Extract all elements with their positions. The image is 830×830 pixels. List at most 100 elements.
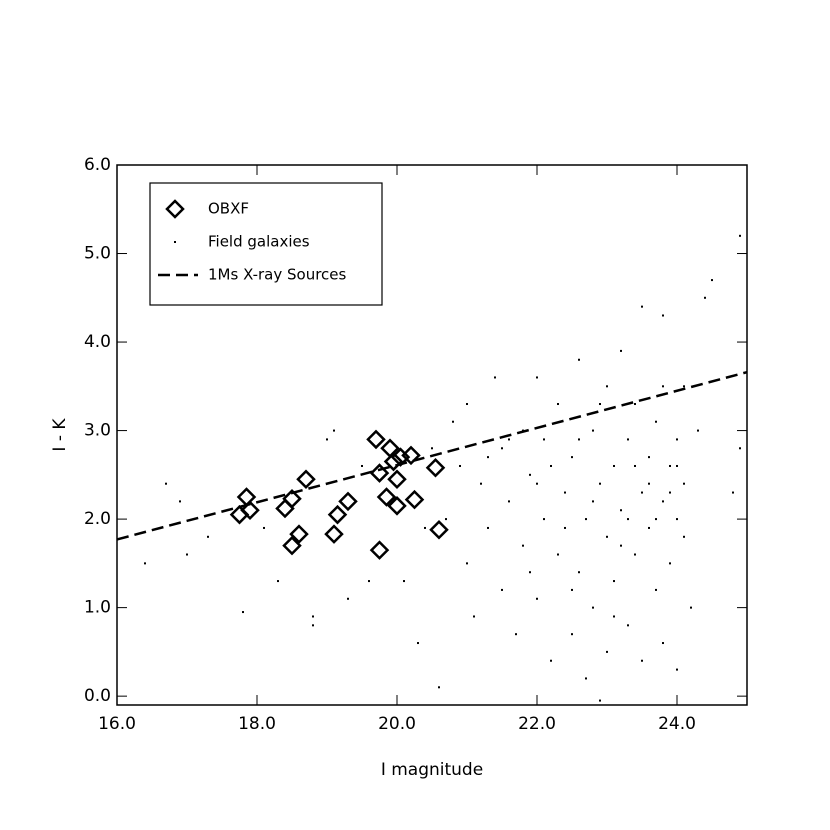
dot-marker [627, 518, 629, 521]
diamond-marker [369, 540, 390, 560]
x-tick-label: 16.0 [98, 714, 136, 734]
dot-marker [543, 518, 545, 521]
diamond-marker [296, 469, 316, 490]
dot-marker [326, 438, 328, 441]
dot-marker [592, 500, 594, 503]
dot-marker [620, 349, 622, 352]
diamond-marker [236, 487, 257, 507]
dot-marker [592, 429, 594, 432]
trend-line [116, 370, 748, 541]
dot-marker [165, 482, 167, 485]
dot-marker [676, 518, 678, 521]
diamond-marker [425, 457, 446, 478]
dot-marker [578, 438, 580, 441]
dot-marker [529, 571, 531, 574]
dot-marker [655, 420, 657, 423]
dot-marker [592, 606, 594, 609]
dot-marker [522, 544, 524, 547]
dot-marker [361, 464, 363, 467]
y-tick-label: 0.0 [84, 686, 111, 706]
dot-marker [683, 385, 685, 388]
dot-marker [459, 464, 461, 467]
dot-marker [466, 562, 468, 565]
dot-marker [417, 642, 419, 645]
dot-marker [739, 447, 741, 450]
dot-marker [515, 633, 517, 636]
dot-marker [277, 580, 279, 583]
dot-marker [564, 526, 566, 529]
diamond-marker [289, 524, 309, 544]
dot-marker [529, 473, 531, 476]
dot-marker [669, 562, 671, 565]
dot-marker [606, 385, 608, 388]
dot-marker [711, 279, 713, 282]
dot-marker [683, 482, 685, 485]
y-axis-label: I - K [50, 418, 70, 452]
dot-marker [494, 376, 496, 379]
dot-marker [466, 403, 468, 406]
dot-marker [676, 438, 678, 441]
x-tick-label: 22.0 [518, 714, 556, 734]
dot-marker [508, 438, 510, 441]
dot-marker [627, 438, 629, 441]
dot-marker [655, 588, 657, 591]
dot-marker [501, 588, 503, 591]
diamond-marker [383, 451, 404, 472]
diamond-marker [401, 445, 421, 466]
dot-marker [536, 376, 538, 379]
diamond-marker [366, 429, 386, 450]
dot-marker [662, 500, 664, 503]
dot-marker [557, 553, 559, 556]
dot-marker [487, 456, 489, 459]
diamond-marker [282, 488, 302, 509]
y-tick-label: 1.0 [84, 598, 111, 618]
dot-marker [452, 420, 454, 423]
dot-marker [312, 624, 314, 627]
legend-label: Field galaxies [208, 233, 310, 251]
dot-marker [508, 500, 510, 503]
dot-marker [557, 403, 559, 406]
dot-marker [564, 491, 566, 494]
dot-marker [445, 518, 447, 521]
dot-marker [599, 482, 601, 485]
dot-marker [501, 447, 503, 450]
diamond-marker [338, 491, 358, 512]
x-axis-label: I magnitude [381, 760, 483, 780]
dot-marker [536, 597, 538, 600]
dot-marker [424, 526, 426, 529]
legend-label: OBXF [208, 200, 249, 218]
dot-marker [662, 385, 664, 388]
dot-marker [263, 526, 265, 529]
x-tick-label: 24.0 [658, 714, 696, 734]
dot-marker [634, 464, 636, 467]
dot-marker [347, 597, 349, 600]
diamond-marker [240, 500, 260, 521]
dot-marker [662, 314, 664, 317]
y-tick-label: 3.0 [84, 421, 111, 441]
plot-frame [116, 164, 748, 706]
dot-marker [242, 611, 244, 614]
legend-box [149, 182, 383, 306]
dot-marker [571, 456, 573, 459]
dot-marker [648, 456, 650, 459]
dot-marker [613, 615, 615, 618]
diamond-marker [324, 524, 344, 544]
dot-marker [613, 580, 615, 583]
x-tick-label: 20.0 [378, 714, 416, 734]
dot-marker [333, 429, 335, 432]
dot-marker [739, 234, 741, 237]
dot-marker [606, 535, 608, 538]
dot-marker [438, 686, 440, 689]
dot-marker [403, 580, 405, 583]
dot-marker [697, 429, 699, 432]
diamond-marker [429, 519, 449, 540]
diamond-marker [387, 496, 407, 516]
y-tick-label: 6.0 [84, 155, 111, 175]
legend-swatch [174, 241, 176, 243]
dot-marker [662, 642, 664, 645]
diamond-marker [376, 487, 397, 507]
dot-marker [669, 491, 671, 494]
dot-marker [606, 650, 608, 653]
diamond-marker [369, 463, 390, 483]
